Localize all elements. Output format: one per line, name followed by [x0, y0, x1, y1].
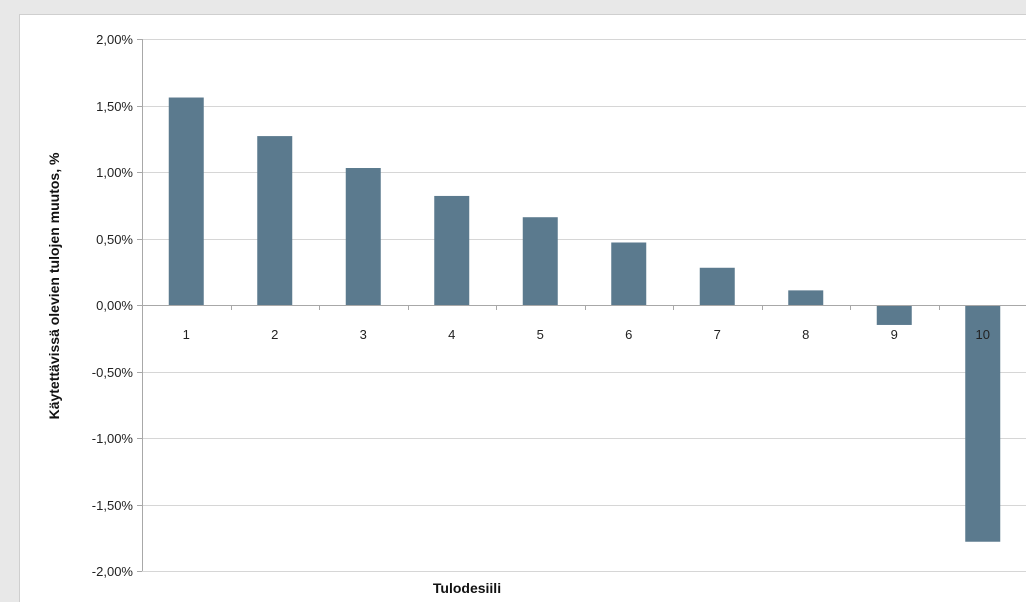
bar — [168, 97, 204, 306]
bar — [522, 217, 558, 305]
y-tick-label: -1,00% — [92, 431, 134, 446]
x-tick-label: 7 — [714, 327, 721, 342]
y-tick-label: 1,00% — [96, 165, 133, 180]
y-tick-label: -0,50% — [92, 365, 134, 380]
x-tick-label: 2 — [271, 327, 278, 342]
bar — [788, 290, 824, 305]
y-tick-label: 0,00% — [96, 298, 133, 313]
bar-chart: 2,00% 1,50% 1,00% 0,50% 0,00% -0,50% -1,00% -1,… — [46, 32, 1026, 596]
y-tick-label: 1,50% — [96, 99, 133, 114]
bar — [699, 267, 735, 305]
x-tick-label: 4 — [448, 327, 455, 342]
y-tick-label: 0,50% — [96, 232, 133, 247]
y-tick-label: -1,50% — [92, 498, 134, 513]
y-tick-label: 2,00% — [96, 32, 133, 47]
x-tick-label: 3 — [360, 327, 367, 342]
x-tick-label: 6 — [625, 327, 632, 342]
x-tick-label: 8 — [802, 327, 809, 342]
y-tick-label: -2,00% — [92, 564, 134, 579]
chart-container: 2,00% 1,50% 1,00% 0,50% 0,00% -0,50% -1,00% -1,… — [19, 14, 1026, 602]
x-tick-label: 1 — [183, 327, 190, 342]
bar — [965, 305, 1001, 542]
axes — [137, 39, 1026, 572]
x-tick-label: 5 — [537, 327, 544, 342]
y-tick-labels: 2,00% 1,50% 1,00% 0,50% 0,00% -0,50% -1,00% -1,… — [92, 32, 134, 579]
y-axis-title: Käytettävissä olevien tulojen muutos, % — [46, 152, 62, 419]
bar — [876, 305, 912, 325]
x-tick-label: 9 — [891, 327, 898, 342]
x-axis-title: Tulodesiili — [433, 580, 501, 596]
x-tick-label: 10 — [976, 327, 990, 342]
bar — [257, 136, 293, 305]
x-tick-labels: 1 2 3 4 5 6 7 8 9 10 — [183, 327, 990, 342]
bars — [168, 97, 1001, 542]
bar — [345, 168, 381, 305]
bar — [611, 242, 647, 305]
bar — [434, 195, 470, 305]
